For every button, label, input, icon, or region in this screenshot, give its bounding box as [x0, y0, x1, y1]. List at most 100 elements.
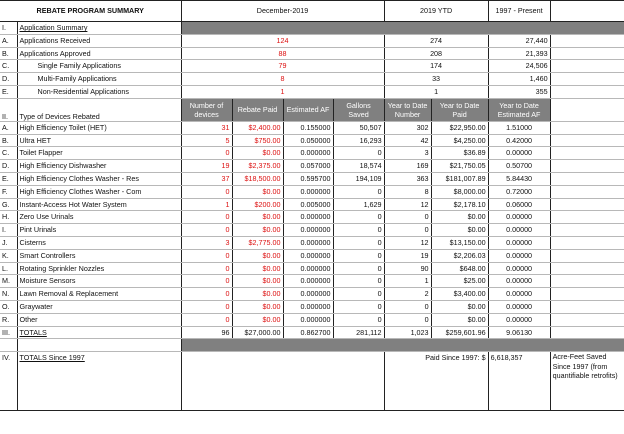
empty [550, 185, 624, 199]
row-label: Moisture Sensors [17, 274, 182, 289]
row-letter: M. [0, 274, 18, 289]
row-letter: K. [0, 249, 18, 263]
paid-value: $2,775.00 [232, 236, 284, 250]
device-row: I. Pint Urinals 0 $0.00 0.000000 0 0 $0.00 0.000… [0, 223, 624, 237]
ytd-paid-value: $21,750.05 [431, 159, 489, 173]
section-title: TOTALS [17, 325, 182, 340]
application-row: B. Applications Approved 88 208 21,393 [0, 47, 624, 61]
ytd-af-value: 0.00000 [488, 313, 551, 327]
ytd-paid-value: $2,206.03 [431, 249, 489, 263]
devices-value: 31 [181, 121, 233, 135]
devices-header-row: II. Type of Devices Rebated Number of devi… [0, 98, 624, 122]
month-value: 88 [181, 47, 385, 61]
ytd-paid-value: $4,250.00 [431, 134, 489, 148]
total-af: 0.862700 [283, 325, 334, 340]
paid-since-label: Paid Since 1997: $ [384, 351, 489, 412]
devices-value: 0 [181, 262, 233, 276]
header-row: REBATE PROGRAM SUMMARY December-2019 201… [0, 0, 624, 22]
device-row: L. Rotating Sprinkler Nozzles 0 $0.00 0.0000… [0, 262, 624, 276]
af-value: 0.000000 [283, 210, 334, 225]
af-value: 0.155000 [283, 121, 334, 135]
empty [550, 146, 624, 161]
row-label: Instant-Access Hot Water System [17, 198, 182, 212]
paid-since-value: 6,618,357 [488, 351, 551, 412]
af-value: 0.050000 [283, 134, 334, 148]
row-letter: D. [0, 72, 18, 86]
since-1997-row: IV. TOTALS Since 1997 Paid Since 1997: $6,… [0, 351, 624, 412]
section-title: TOTALS Since 1997 [17, 351, 182, 412]
ytd-af-value: 0.00000 [488, 210, 551, 225]
device-row: R. Other 0 $0.00 0.000000 0 0 $0.00 0.00000 [0, 313, 624, 327]
paid-value: $0.00 [232, 223, 284, 237]
since-value: 21,393 [488, 47, 551, 61]
devices-value: 0 [181, 300, 233, 314]
row-label: Other [17, 313, 182, 327]
total-ytd-af: 9.06130 [488, 325, 551, 340]
separator-fill [181, 338, 624, 353]
row-letter: E. [0, 172, 18, 186]
column-header: Estimated AF [283, 98, 334, 122]
devices-value: 0 [181, 185, 233, 199]
row-label: High Efficiency Clothes Washer - Com [17, 185, 182, 199]
devices-value: 3 [181, 236, 233, 250]
row-letter: E. [0, 85, 18, 99]
empty [550, 98, 624, 122]
devices-value: 0 [181, 313, 233, 327]
af-since-note: Acre-Feet Saved Since 1997 (from quantif… [552, 352, 618, 381]
empty [550, 172, 624, 186]
ytd-af-value: 0.00000 [488, 146, 551, 161]
paid-value: $2,400.00 [232, 121, 284, 135]
row-letter: H. [0, 210, 18, 225]
ytd-af-value: 0.00000 [488, 223, 551, 237]
empty [550, 59, 624, 74]
ytd-af-value: 0.42000 [488, 134, 551, 148]
gallons-value: 0 [333, 262, 385, 276]
paid-value: $750.00 [232, 134, 284, 148]
total-gallons: 281,112 [333, 325, 385, 340]
row-label: High Efficiency Toilet (HET) [17, 121, 182, 135]
month-value: 8 [181, 72, 385, 86]
ytd-af-value: 1.51000 [488, 121, 551, 135]
devices-value: 5 [181, 134, 233, 148]
paid-value: $0.00 [232, 249, 284, 263]
row-label: Cisterns [17, 236, 182, 250]
empty [550, 210, 624, 225]
ytd-paid-value: $2,178.10 [431, 198, 489, 212]
ytd-paid-value: $25.00 [431, 274, 489, 289]
row-letter: C. [0, 146, 18, 161]
application-row: D. Multi-Family Applications 8 33 1,460 [0, 72, 624, 86]
empty [17, 338, 182, 353]
device-row: K. Smart Controllers 0 $0.00 0.000000 0 19 $2,2… [0, 249, 624, 263]
row-label: High Efficiency Dishwasher [17, 159, 182, 173]
empty [0, 338, 18, 353]
ytd-number-value: 12 [384, 236, 432, 250]
ytd-paid-value: $3,400.00 [431, 287, 489, 301]
gallons-value: 0 [333, 236, 385, 250]
gallons-value: 194,109 [333, 172, 385, 186]
af-value: 0.595700 [283, 172, 334, 186]
empty [550, 300, 624, 314]
gallons-value: 16,293 [333, 134, 385, 148]
row-letter: O. [0, 300, 18, 314]
ytd-number-value: 19 [384, 249, 432, 263]
af-since-cell: 621.6Acre-Feet Saved Since 1997 (from qu… [550, 351, 624, 412]
gallons-value: 0 [333, 300, 385, 314]
total-devices: 96 [181, 325, 233, 340]
ytd-paid-value: $22,950.00 [431, 121, 489, 135]
device-row: B. Ultra HET 5 $750.00 0.050000 16,293 42 $4,25… [0, 134, 624, 148]
row-letter: F. [0, 185, 18, 199]
device-row: G. Instant-Access Hot Water System 1 $200.0… [0, 198, 624, 212]
period-header: December-2019 [181, 0, 385, 22]
since-value: 24,506 [488, 59, 551, 74]
total-ytd-number: 1,023 [384, 325, 432, 340]
row-letter: I. [0, 223, 18, 237]
gallons-value: 0 [333, 185, 385, 199]
row-letter: A. [0, 121, 18, 135]
ytd-af-value: 0.00000 [488, 287, 551, 301]
ytd-number-value: 2 [384, 287, 432, 301]
row-label: Applications Received [17, 34, 182, 48]
row-label: Smart Controllers [17, 249, 182, 263]
device-row: F. High Efficiency Clothes Washer - Com 0 $… [0, 185, 624, 199]
row-label: High Efficiency Clothes Washer - Res [17, 172, 182, 186]
ytd-paid-value: $36.89 [431, 146, 489, 161]
